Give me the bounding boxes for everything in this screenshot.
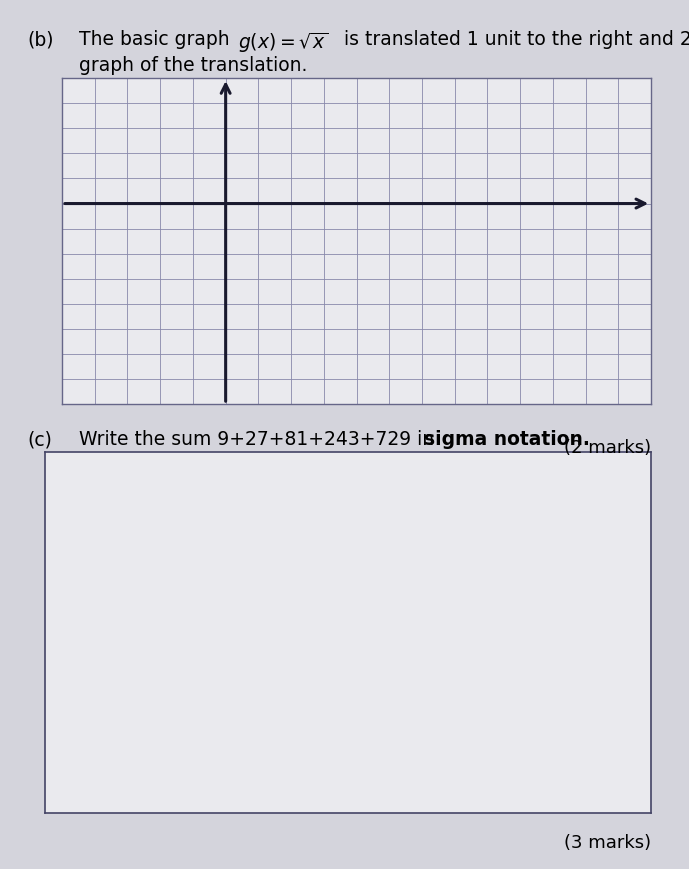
Text: (c): (c) — [28, 430, 52, 449]
Text: (2 marks): (2 marks) — [564, 439, 651, 457]
Text: (b): (b) — [28, 30, 54, 50]
Text: is translated 1 unit to the right and 2 units up. Sketch the: is translated 1 unit to the right and 2 … — [338, 30, 689, 50]
Text: (3 marks): (3 marks) — [564, 834, 651, 852]
Text: graph of the translation.: graph of the translation. — [79, 56, 307, 76]
Text: Write the sum 9+27+81+243+729 in: Write the sum 9+27+81+243+729 in — [79, 430, 440, 449]
Text: $g(x)=\sqrt{x}$: $g(x)=\sqrt{x}$ — [238, 30, 328, 55]
Text: sigma notation.: sigma notation. — [424, 430, 590, 449]
Text: The basic graph: The basic graph — [79, 30, 242, 50]
